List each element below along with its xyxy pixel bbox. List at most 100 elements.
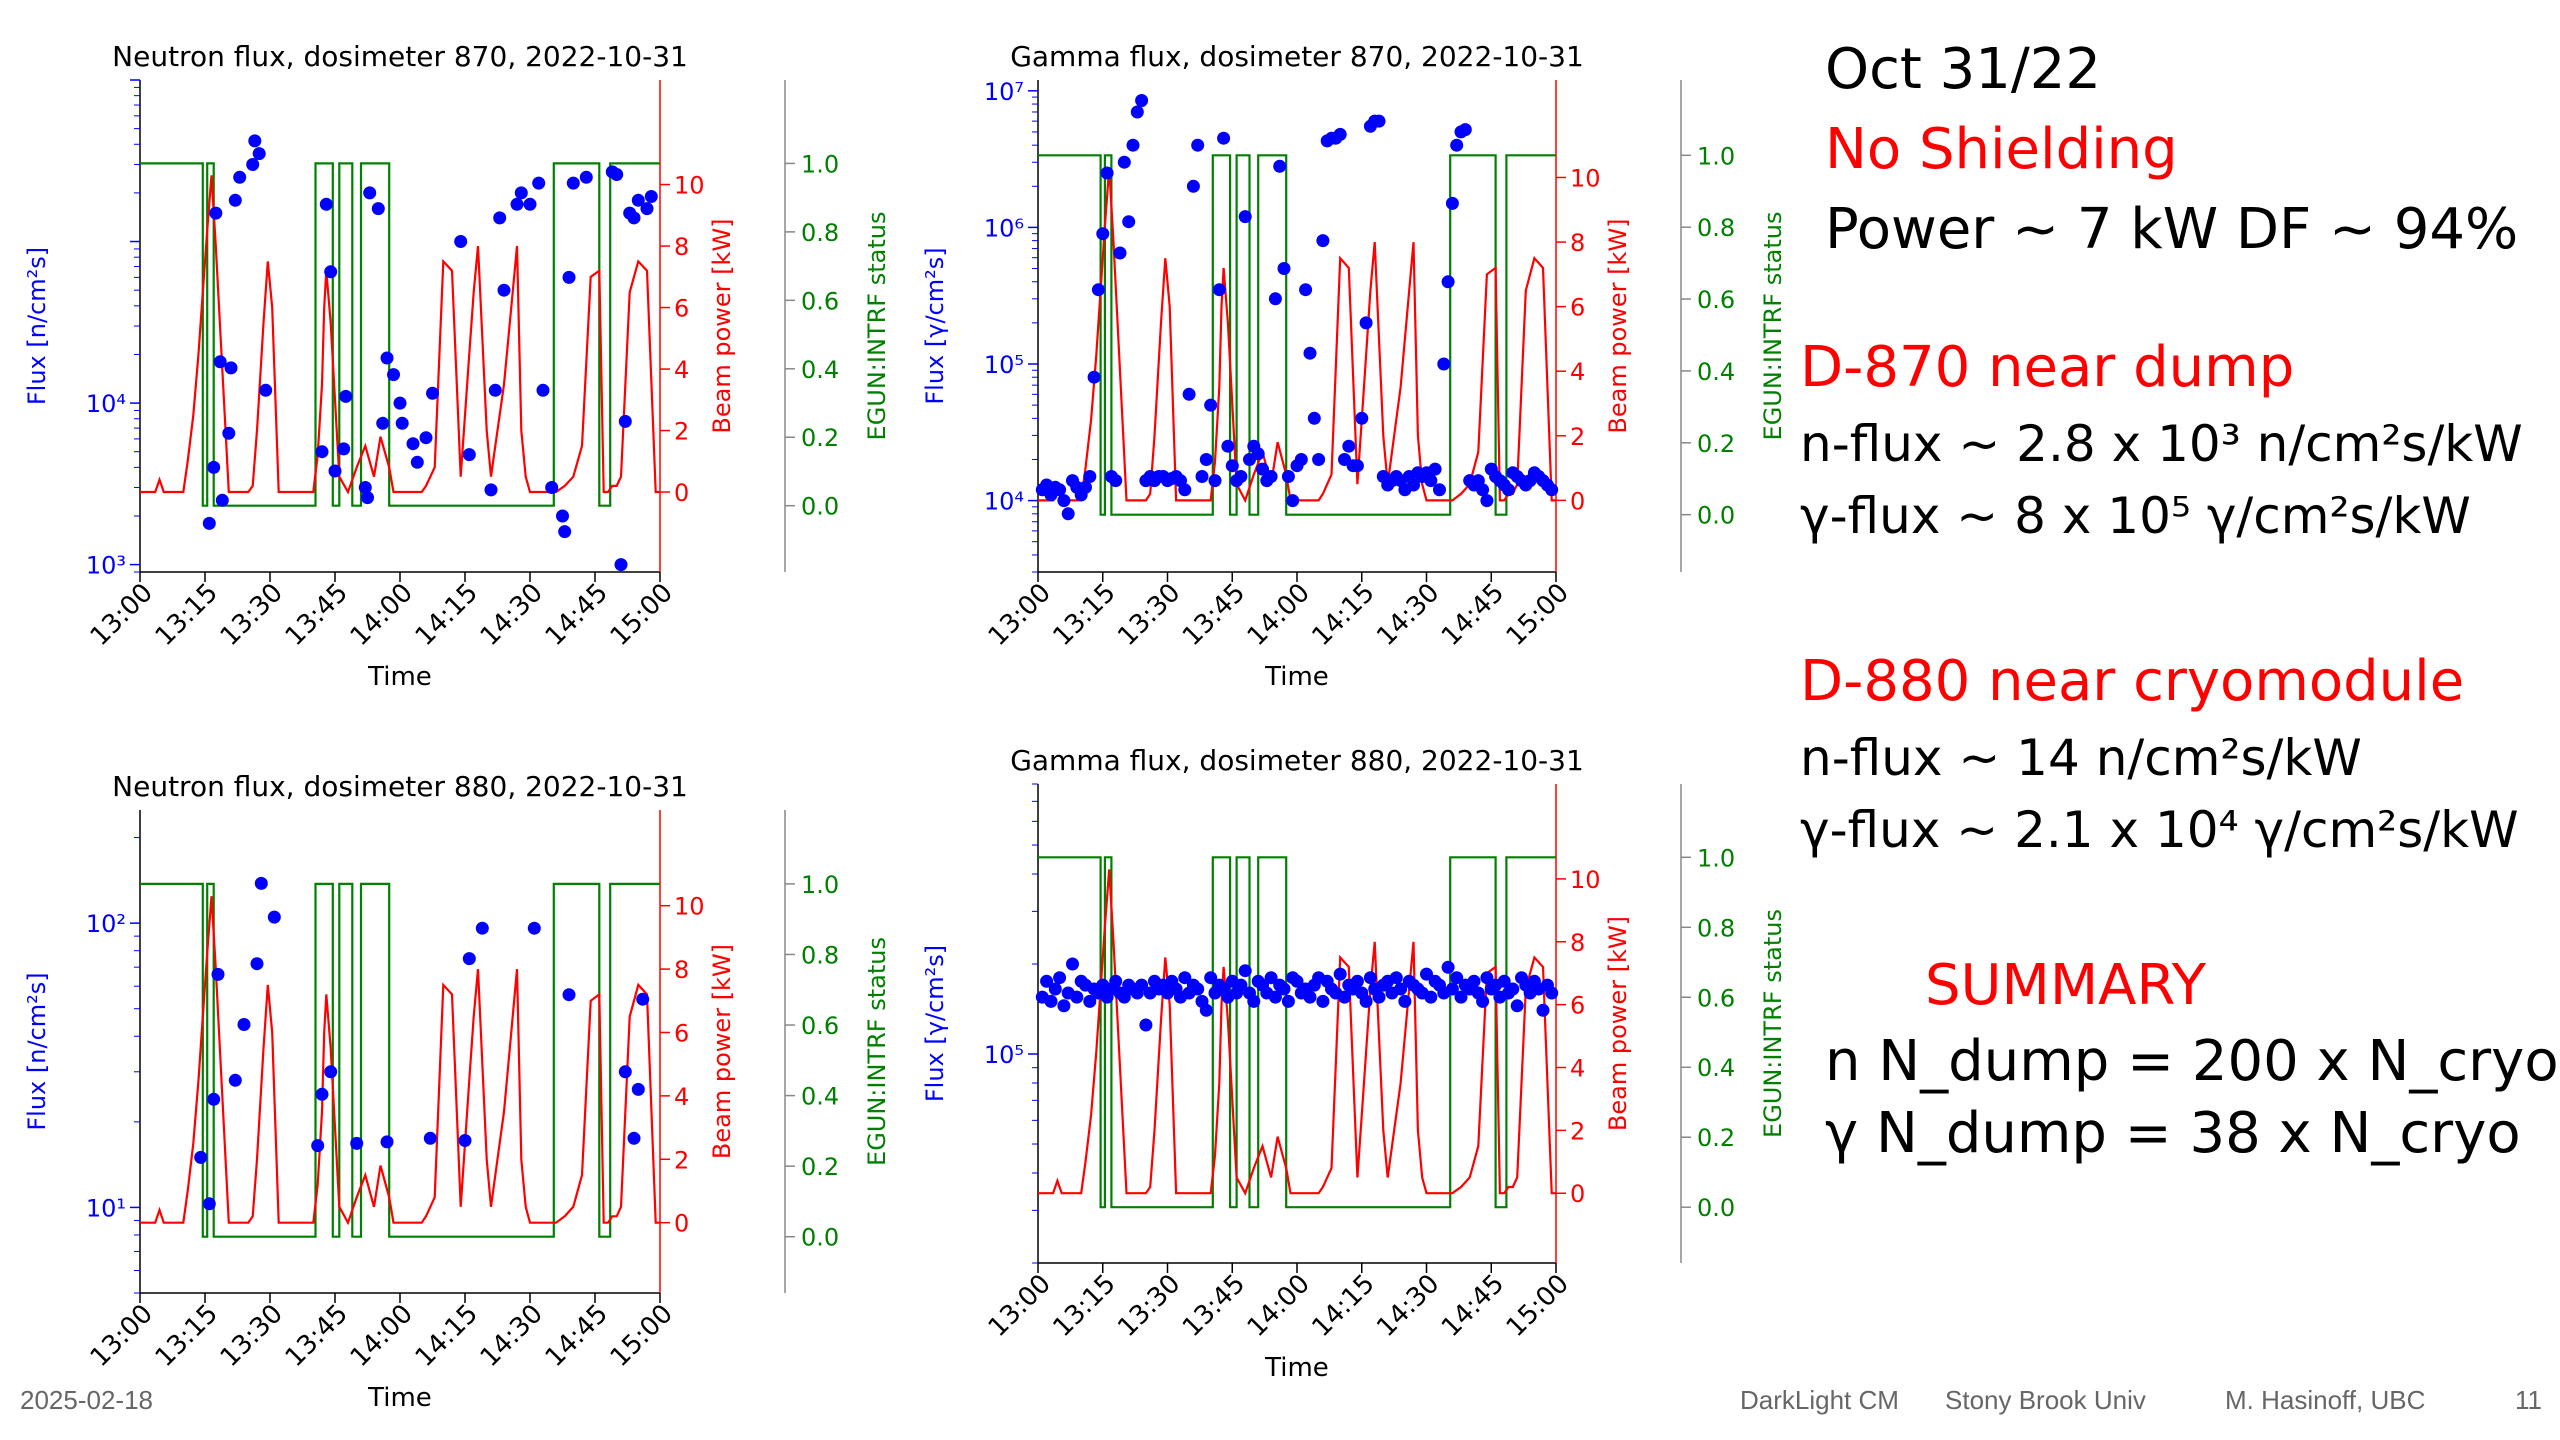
y2-axis-label: Beam power [kW]: [1604, 218, 1632, 433]
flux-point: [1372, 114, 1386, 128]
d870-gamma: γ-flux ~ 8 x 10⁵ γ/cm²s/kW: [1800, 487, 2471, 545]
flux-point: [1087, 370, 1101, 384]
flux-point: [1130, 105, 1144, 119]
flux-point: [631, 1082, 645, 1096]
d880-gamma: γ-flux ~ 2.1 x 10⁴ γ/cm²s/kW: [1800, 801, 2519, 859]
flux-point: [419, 431, 433, 445]
y2-tick-label: 8: [1570, 229, 1585, 257]
y2-tick-label: 0: [1570, 487, 1585, 515]
y3-tick-label: 0.4: [801, 356, 839, 384]
flux-point: [250, 957, 264, 971]
flux-point: [1350, 459, 1364, 473]
x-tick-label: 14:30: [1371, 1269, 1445, 1343]
flux-point: [556, 509, 569, 523]
y3-tick-label: 1.0: [1697, 844, 1735, 872]
y-axis-label: Flux [γ/cm²s]: [921, 247, 949, 404]
x-tick-label: 14:45: [540, 1299, 614, 1373]
flux-point: [1100, 166, 1114, 180]
flux-point: [1083, 470, 1097, 483]
flux-point: [614, 558, 628, 572]
flux-point: [311, 1139, 325, 1153]
flux-point: [527, 921, 541, 935]
notes-shielding: No Shielding: [1825, 117, 2178, 182]
flux-point: [1350, 974, 1364, 988]
flux-point: [636, 992, 650, 1006]
flux-point: [1268, 990, 1282, 1004]
flux-point: [1264, 971, 1278, 985]
x-tick-label: 13:45: [1177, 1269, 1251, 1343]
chart-title: Gamma flux, dosimeter 870, 2022-10-31: [1010, 40, 1584, 73]
y3-tick-label: 0.6: [1697, 286, 1735, 314]
flux-point: [1545, 986, 1559, 1000]
flux-point: [1135, 94, 1149, 107]
flux-point: [1277, 982, 1291, 996]
flux-point: [361, 491, 374, 505]
flux-point: [1238, 964, 1252, 978]
flux-point: [1545, 483, 1559, 497]
beam-power-line: [1038, 869, 1556, 1196]
beam-power-line: [140, 175, 660, 495]
flux-point: [1178, 971, 1192, 985]
flux-point: [1238, 210, 1252, 224]
flux-point: [406, 437, 420, 451]
flux-point: [358, 481, 372, 494]
y2-tick-label: 2: [674, 418, 689, 446]
x-tick-label: 13:15: [150, 1299, 224, 1373]
flux-point: [523, 197, 537, 211]
flux-point: [1268, 292, 1282, 306]
x-tick-label: 13:30: [215, 1299, 289, 1373]
flux-point: [207, 460, 221, 474]
y3-tick-label: 0.0: [801, 1224, 839, 1252]
flux-point: [1066, 957, 1079, 971]
y2-tick-label: 10: [674, 172, 705, 200]
beam-power-line: [1038, 167, 1556, 504]
flux-point: [1117, 990, 1131, 1004]
x-tick-label: 13:00: [983, 578, 1057, 652]
flux-point: [380, 351, 394, 365]
x-tick-label: 14:45: [540, 578, 614, 652]
flux-point: [1212, 283, 1226, 297]
flux-point: [228, 1073, 242, 1087]
y-tick-label: 10¹: [86, 1194, 126, 1222]
flux-point: [1191, 138, 1205, 152]
x-tick-label: 13:15: [150, 578, 224, 652]
flux-point: [1083, 994, 1097, 1008]
flux-point: [1234, 978, 1248, 992]
flux-point: [1113, 246, 1127, 260]
flux-point: [371, 202, 385, 216]
flux-point: [1303, 990, 1317, 1004]
y3-tick-label: 0.8: [801, 219, 839, 247]
y2-tick-label: 2: [1570, 423, 1585, 451]
flux-point: [1420, 967, 1433, 981]
flux-point: [454, 235, 468, 248]
flux-point: [324, 1065, 338, 1079]
flux-point: [319, 197, 333, 211]
chart-title: Gamma flux, dosimeter 880, 2022-10-31: [1010, 744, 1584, 777]
notes-date: Oct 31/22: [1825, 37, 2102, 102]
flux-point: [1338, 990, 1351, 1004]
flux-point: [1502, 483, 1515, 497]
flux-point: [410, 455, 424, 469]
x-tick-label: 14:00: [345, 578, 419, 652]
x-tick-label: 14:15: [410, 578, 484, 652]
egun-status-line: [1038, 856, 1556, 1209]
flux-point: [545, 481, 559, 494]
flux-point: [395, 416, 409, 430]
y2-tick-label: 10: [674, 893, 705, 921]
flux-point: [213, 355, 227, 369]
x-axis-label: Time: [367, 1383, 432, 1413]
egun-status-line: [140, 882, 660, 1238]
y3-tick-label: 0.2: [801, 424, 839, 452]
flux-point: [1299, 283, 1313, 297]
flux-point: [1079, 480, 1092, 494]
y2-axis-label: Beam power [kW]: [708, 218, 736, 433]
flux-point: [1355, 411, 1369, 425]
flux-point: [1476, 483, 1490, 497]
flux-point: [1359, 316, 1373, 330]
flux-point: [1057, 999, 1071, 1013]
flux-point: [532, 176, 546, 190]
flux-point: [510, 197, 524, 211]
flux-point: [1458, 123, 1472, 137]
flux-point: [1186, 179, 1200, 193]
